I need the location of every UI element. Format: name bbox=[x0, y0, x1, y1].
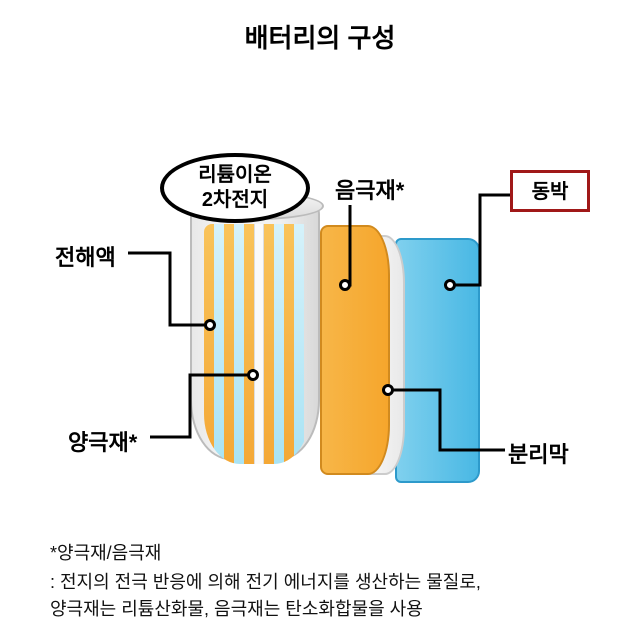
footnote-heading: *양극재/음극재 bbox=[50, 540, 610, 567]
label-separator: 분리막 bbox=[508, 437, 569, 469]
bubble-line2: 2차전지 bbox=[202, 189, 268, 211]
label-anode: 음극재* bbox=[335, 173, 404, 205]
marker-copper bbox=[444, 279, 456, 291]
marker-separator bbox=[382, 384, 394, 396]
label-electrolyte: 전해액 bbox=[55, 240, 116, 272]
marker-anode bbox=[339, 279, 351, 291]
battery-type-bubble: 리튬이온 2차전지 bbox=[160, 153, 310, 223]
battery-diagram: 리튬이온 2차전지 동박 전해액 양극재* 음극재* 분리막 bbox=[0, 75, 640, 515]
copper-foil-sheet bbox=[395, 238, 480, 483]
marker-cathode bbox=[247, 369, 259, 381]
label-cathode: 양극재* bbox=[68, 425, 137, 457]
footnote: *양극재/음극재 : 전지의 전극 반응에 의해 전기 에너지를 생산하는 물질… bbox=[50, 540, 610, 623]
copper-foil-highlight: 동박 bbox=[510, 170, 590, 212]
footnote-line2: 양극재는 리튬산화물, 음극재는 탄소화합물을 사용 bbox=[50, 596, 610, 623]
page-title: 배터리의 구성 bbox=[0, 0, 640, 55]
anode-roll bbox=[320, 225, 390, 475]
marker-electrolyte bbox=[204, 319, 216, 331]
electrode-stack bbox=[204, 224, 310, 464]
footnote-line1: : 전지의 전극 반응에 의해 전기 에너지를 생산하는 물질로, bbox=[50, 569, 610, 596]
battery-illustration bbox=[190, 180, 420, 480]
bubble-line1: 리튬이온 bbox=[198, 164, 272, 186]
